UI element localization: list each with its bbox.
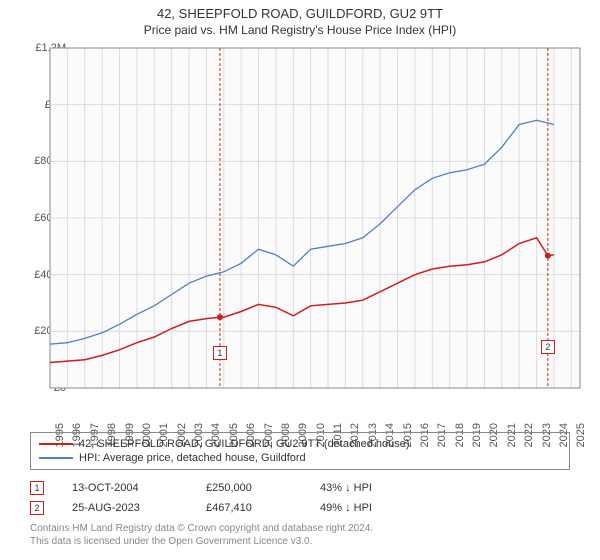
x-tick-label: 2025 bbox=[575, 423, 587, 447]
chart-subtitle: Price paid vs. HM Land Registry's House … bbox=[0, 23, 600, 41]
plot-area bbox=[50, 48, 580, 388]
event-marker-icon: 1 bbox=[30, 481, 44, 495]
event-pct: 43% ↓ HPI bbox=[320, 482, 372, 494]
event-marker-1: 1 bbox=[213, 346, 227, 360]
legend-swatch bbox=[39, 443, 73, 445]
footer-line-1: Contains HM Land Registry data © Crown c… bbox=[30, 522, 373, 535]
legend-item: 42, SHEEPFOLD ROAD, GUILDFORD, GU2 9TT (… bbox=[39, 437, 561, 451]
legend-item: HPI: Average price, detached house, Guil… bbox=[39, 451, 561, 465]
legend-swatch bbox=[39, 457, 73, 459]
event-marker-icon: 2 bbox=[30, 501, 44, 515]
event-price: £467,410 bbox=[206, 502, 296, 514]
event-marker-2: 2 bbox=[541, 340, 555, 354]
event-table: 1 13-OCT-2004 £250,000 43% ↓ HPI 2 25-AUG-202… bbox=[30, 478, 372, 518]
event-price: £250,000 bbox=[206, 482, 296, 494]
chart-container: 42, SHEEPFOLD ROAD, GUILDFORD, GU2 9TT P… bbox=[0, 0, 600, 560]
legend-label: 42, SHEEPFOLD ROAD, GUILDFORD, GU2 9TT (… bbox=[79, 438, 410, 450]
event-row: 1 13-OCT-2004 £250,000 43% ↓ HPI bbox=[30, 478, 372, 498]
legend-label: HPI: Average price, detached house, Guil… bbox=[79, 452, 306, 464]
event-row: 2 25-AUG-2023 £467,410 49% ↓ HPI bbox=[30, 498, 372, 518]
event-date: 25-AUG-2023 bbox=[72, 502, 182, 514]
footer-attribution: Contains HM Land Registry data © Crown c… bbox=[30, 522, 373, 548]
footer-line-2: This data is licensed under the Open Gov… bbox=[30, 535, 373, 548]
event-pct: 49% ↓ HPI bbox=[320, 502, 372, 514]
event-date: 13-OCT-2004 bbox=[72, 482, 182, 494]
chart-title: 42, SHEEPFOLD ROAD, GUILDFORD, GU2 9TT bbox=[0, 0, 600, 23]
legend: 42, SHEEPFOLD ROAD, GUILDFORD, GU2 9TT (… bbox=[30, 432, 570, 470]
